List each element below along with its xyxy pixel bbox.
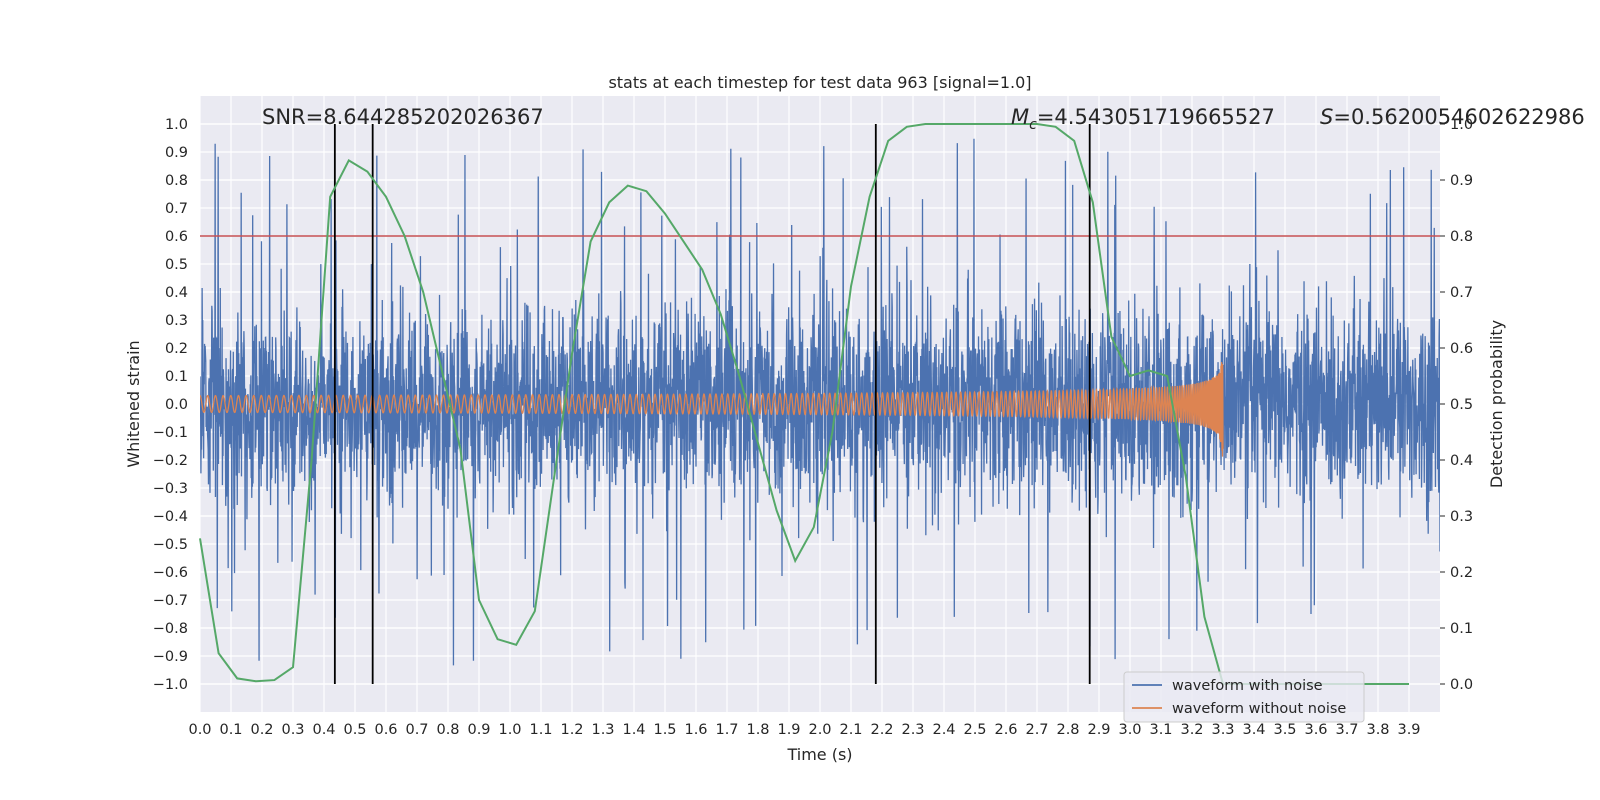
y-tick-label: −0.8 xyxy=(153,621,188,637)
x-tick-label: 0.7 xyxy=(405,722,428,738)
x-tick-label: 3.2 xyxy=(1180,722,1203,738)
snr-annotation: SNR=8.644285202026367 xyxy=(262,105,544,129)
x-tick-label: 3.7 xyxy=(1335,722,1358,738)
x-tick-label: 0.2 xyxy=(250,722,273,738)
y-tick-label: −0.9 xyxy=(153,649,188,665)
y-tick-label: 0.1 xyxy=(165,369,188,385)
x-tick-label: 2.9 xyxy=(1087,722,1110,738)
series-waveform-without-noise xyxy=(200,362,1224,457)
x-tick-label: 2.2 xyxy=(870,722,893,738)
x-tick-label: 1.5 xyxy=(653,722,676,738)
legend-label-clean: waveform without noise xyxy=(1172,701,1346,717)
x-tick-label: 2.7 xyxy=(1025,722,1048,738)
x-tick-label: 1.1 xyxy=(529,722,552,738)
legend-label-noise: waveform with noise xyxy=(1172,678,1323,694)
x-tick-label: 0.8 xyxy=(436,722,459,738)
x-tick-label: 1.0 xyxy=(498,722,521,738)
legend-box xyxy=(1123,671,1365,723)
y-tick-label: 0.0 xyxy=(165,397,188,413)
s-annotation: S=0.5620054602622986 xyxy=(1320,105,1585,129)
y-tick-label: −0.7 xyxy=(153,593,188,609)
x-tick-label: 2.8 xyxy=(1056,722,1079,738)
series-layer xyxy=(200,138,1440,666)
y2-tick-label: 0.1 xyxy=(1450,621,1473,637)
series-waveform-with-noise xyxy=(200,138,1440,666)
legend: waveform with noise waveform without noi… xyxy=(1123,671,1365,723)
x-tick-label: 3.9 xyxy=(1397,722,1420,738)
s-value: =0.5620054602622986 xyxy=(1333,105,1584,129)
y2-tick-label: 0.2 xyxy=(1450,565,1473,581)
y-axis-ticks: −1.0 −0.9 −0.8 −0.7 −0.6 −0.5 −0.4 −0.3 −0.2 −0.1… xyxy=(153,117,188,693)
x-tick-label: 0.1 xyxy=(219,722,242,738)
y-tick-label: −0.4 xyxy=(153,509,188,525)
x-tick-label: 1.3 xyxy=(591,722,614,738)
y-tick-label: 0.7 xyxy=(165,201,188,217)
x-tick-label: 3.6 xyxy=(1304,722,1327,738)
y2-tick-label: 0.8 xyxy=(1450,229,1473,245)
x-tick-label: 0.9 xyxy=(467,722,490,738)
overlay-layer xyxy=(199,123,1440,685)
x-tick-label: 0.4 xyxy=(312,722,335,738)
x-tick-label: 2.4 xyxy=(932,722,955,738)
x-tick-label: 3.3 xyxy=(1211,722,1234,738)
x-tick-label: 1.6 xyxy=(684,722,707,738)
x-tick-label: 3.5 xyxy=(1273,722,1296,738)
y-tick-label: −0.6 xyxy=(153,565,188,581)
y-tick-label: 0.5 xyxy=(165,257,188,273)
x-tick-label: 3.1 xyxy=(1149,722,1172,738)
x-tick-label: 1.7 xyxy=(715,722,738,738)
y-tick-label: −1.0 xyxy=(153,677,188,693)
y-tick-label: 1.0 xyxy=(165,117,188,133)
x-tick-label: 0.0 xyxy=(188,722,211,738)
mc-subscript: c xyxy=(1029,117,1037,133)
y2-tick-label: 0.0 xyxy=(1450,677,1473,693)
y2-tick-label: 0.4 xyxy=(1450,453,1473,469)
chart-title: stats at each timestep for test data 963… xyxy=(608,73,1031,92)
y2-tick-label: 0.9 xyxy=(1450,173,1473,189)
y-tick-label: −0.3 xyxy=(153,481,188,497)
x-tick-label: 3.0 xyxy=(1118,722,1141,738)
x-tick-label: 2.1 xyxy=(839,722,862,738)
y-tick-label: −0.1 xyxy=(153,425,188,441)
x-tick-label: 0.6 xyxy=(374,722,397,738)
mc-value: =4.543051719665527 xyxy=(1037,105,1275,129)
x-tick-label: 1.4 xyxy=(622,722,645,738)
s-symbol: S xyxy=(1320,105,1333,129)
x-tick-label: 0.3 xyxy=(281,722,304,738)
x-tick-label: 2.6 xyxy=(994,722,1017,738)
y-tick-label: 0.8 xyxy=(165,173,188,189)
y2-tick-label: 0.5 xyxy=(1450,397,1473,413)
x-axis-label: Time (s) xyxy=(786,745,852,764)
y2-tick-label: 1.0 xyxy=(1450,117,1473,133)
y-tick-label: 0.3 xyxy=(165,313,188,329)
y-tick-label: 0.9 xyxy=(165,145,188,161)
y2-tick-label: 0.6 xyxy=(1450,341,1473,357)
y2-tick-label: 0.7 xyxy=(1450,285,1473,301)
x-tick-label: 2.5 xyxy=(963,722,986,738)
x-tick-label: 2.3 xyxy=(901,722,924,738)
mc-symbol: M xyxy=(1011,105,1029,129)
detection-probability-line xyxy=(199,123,1409,685)
y-tick-label: 0.6 xyxy=(165,229,188,245)
y-tick-label: −0.2 xyxy=(153,453,188,469)
grid xyxy=(199,96,1440,712)
x-tick-label: 0.5 xyxy=(343,722,366,738)
x-tick-label: 3.8 xyxy=(1366,722,1389,738)
y2-axis-label: Detection probability xyxy=(1487,320,1506,488)
y-axis-label: Whitened strain xyxy=(124,340,143,467)
x-tick-label: 1.2 xyxy=(560,722,583,738)
x-tick-label: 3.4 xyxy=(1242,722,1265,738)
mc-annotation: Mc=4.543051719665527 xyxy=(1011,105,1275,133)
x-tick-label: 1.8 xyxy=(746,722,769,738)
y2-tick-label: 0.3 xyxy=(1450,509,1473,525)
y-tick-label: −0.5 xyxy=(153,537,188,553)
y-tick-label: 0.4 xyxy=(165,285,188,301)
x-axis-ticks: 0.0 0.1 0.2 0.3 0.4 0.5 0.6 0.7 0.8 0.9 1.0 1.1 1.2 1… xyxy=(188,722,1420,738)
y2-axis-ticks: 0.0 0.1 0.2 0.3 0.4 0.5 0.6 0.7 0.8 0.9 1.0 xyxy=(1440,117,1473,693)
y-tick-label: 0.2 xyxy=(165,341,188,357)
x-tick-label: 1.9 xyxy=(777,722,800,738)
x-tick-label: 2.0 xyxy=(808,722,831,738)
